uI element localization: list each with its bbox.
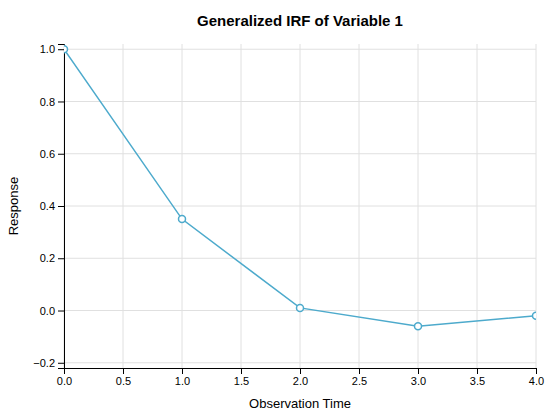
title: Generalized IRF of Variable 1 [197, 12, 403, 29]
grid-line [64, 362, 536, 363]
tick-mark [359, 368, 360, 374]
series [64, 46, 536, 330]
tick-mark [477, 368, 478, 374]
tick: 1.5 [234, 368, 249, 387]
grid [64, 44, 536, 368]
marker [415, 323, 422, 330]
tick-mark [418, 368, 419, 374]
tick: 0.0 [40, 305, 64, 317]
tick-mark [58, 49, 64, 50]
tick: 2.0 [293, 368, 308, 387]
tick: 1.0 [40, 43, 64, 55]
x-axis-title: Observation Time [249, 396, 351, 411]
tick: 0.0 [57, 368, 72, 387]
tick-mark [182, 368, 183, 374]
tick-label: 2.5 [352, 375, 367, 387]
grid-line [64, 206, 536, 207]
grid-line [64, 49, 536, 50]
tick-label: 0.0 [40, 305, 55, 317]
tick-label: 0.4 [40, 200, 55, 212]
tick-mark [58, 311, 64, 312]
tick-mark [58, 101, 64, 102]
tick: 0.6 [40, 148, 64, 160]
tick-label: 1.0 [40, 43, 55, 55]
grid-line [64, 258, 536, 259]
tick-label: 0.0 [57, 375, 72, 387]
marker [533, 312, 537, 319]
tick-label: 1.5 [234, 375, 249, 387]
y-axis-title: Response [6, 177, 21, 236]
x-axis: 0.0 0.5 1.0 1.5 2.0 2.5 3.0 3.5 4.0 [57, 368, 544, 387]
tick-mark [123, 368, 124, 374]
tick: −0.2 [33, 357, 64, 369]
tick-mark [536, 368, 537, 374]
plot-area: 0.00.51.01.52.02.53.03.54.0−0.20.00.20.4… [33, 43, 544, 387]
tick-mark [300, 368, 301, 374]
tick-mark [58, 363, 64, 364]
grid-line [64, 153, 536, 154]
chart: 0.00.51.01.52.02.53.03.54.0−0.20.00.20.4… [0, 0, 560, 420]
y-axis: −0.2 0.0 0.2 0.4 0.6 0.8 1.0 [33, 43, 64, 369]
tick-label: −0.2 [33, 357, 55, 369]
tick: 0.2 [40, 252, 64, 264]
tick-label: 1.0 [175, 375, 190, 387]
tick-label: 0.2 [40, 252, 55, 264]
x-axis-line [65, 369, 537, 375]
tick-label: 3.0 [411, 375, 426, 387]
marker [64, 46, 68, 53]
line [64, 49, 536, 326]
tick: 0.8 [40, 96, 64, 108]
tick-mark [58, 154, 64, 155]
tick-label: 2.0 [293, 375, 308, 387]
tick: 1.0 [175, 368, 190, 387]
tick-label: 4.0 [529, 375, 544, 387]
grid-line [64, 101, 536, 102]
tick-label: 0.5 [116, 375, 131, 387]
marker [179, 216, 186, 223]
tick: 4.0 [529, 368, 544, 387]
tick: 0.5 [116, 368, 131, 387]
tick: 3.0 [411, 368, 426, 387]
tick: 2.5 [352, 368, 367, 387]
tick: 3.5 [470, 368, 485, 387]
marker [297, 304, 304, 311]
tick-mark [241, 368, 242, 374]
tick-mark [58, 206, 64, 207]
tick-mark [58, 258, 64, 259]
tick: 0.4 [40, 200, 64, 212]
tick-label: 0.8 [40, 96, 55, 108]
tick-label: 3.5 [470, 375, 485, 387]
tick-label: 0.6 [40, 148, 55, 160]
y-axis-line [58, 45, 65, 369]
